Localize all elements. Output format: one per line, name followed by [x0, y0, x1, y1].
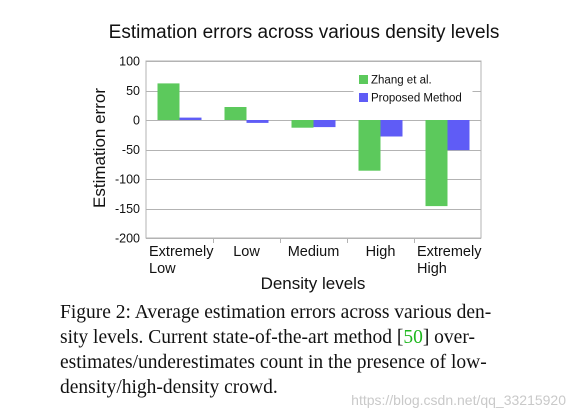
x-tick-label: Extremely: [149, 244, 214, 260]
chart-title: Estimation errors across various density…: [109, 22, 500, 43]
caption-text: ] over-: [422, 327, 475, 348]
x-tick-label: Extremely: [417, 244, 482, 260]
bar-zhang-3: [358, 120, 381, 171]
bar-proposed-2: [313, 120, 336, 128]
x-tick-label: Medium: [288, 244, 340, 260]
caption-text: sity levels. Current state-of-the-art me…: [60, 327, 404, 348]
legend-label: Zhang et al.: [371, 75, 432, 87]
legend-swatch: [359, 75, 368, 84]
x-tick-label: High: [417, 261, 447, 277]
bar-zhang-1: [224, 107, 247, 120]
caption-text: estimates/underestimates count in the pr…: [60, 352, 487, 373]
caption-line: Figure 2: Average estimation errors acro…: [60, 300, 536, 325]
watermark-url: https://blog.csdn.net/qq_33215920: [351, 392, 566, 408]
estimation-error-chart: Estimation errors across various density…: [90, 22, 500, 293]
y-tick-label: -200: [115, 232, 140, 246]
caption-line: density/high-density crowd.: [60, 375, 536, 400]
bar-proposed-1: [246, 120, 269, 123]
y-axis-label: Estimation error: [90, 88, 109, 208]
caption-text: density/high-density crowd.: [60, 377, 278, 398]
y-tick-label: 100: [119, 55, 140, 69]
x-axis-label: Density levels: [261, 274, 366, 293]
bar-zhang-2: [291, 120, 314, 128]
caption-line: estimates/underestimates count in the pr…: [60, 350, 536, 375]
bar-proposed-3: [380, 120, 403, 137]
figure-caption: Figure 2: Average estimation errors acro…: [60, 300, 536, 400]
bars-group: [157, 83, 470, 207]
caption-text: Figure 2: Average estimation errors acro…: [60, 302, 492, 323]
x-tick-label: Low: [149, 261, 176, 277]
y-tick-labels: 100 50 0 -50 -100 -150 -200: [115, 55, 140, 246]
bar-proposed-4: [447, 120, 470, 151]
y-tick-label: 50: [126, 84, 140, 98]
y-tick-label: -100: [115, 173, 140, 187]
x-tick-label: High: [366, 244, 396, 260]
legend-box: [353, 67, 473, 109]
legend: Zhang et al. Proposed Method: [353, 67, 473, 109]
y-tick-label: 0: [133, 114, 140, 128]
bar-zhang-4: [425, 120, 448, 207]
caption-line: sity levels. Current state-of-the-art me…: [60, 325, 536, 350]
citation-link[interactable]: 50: [403, 327, 423, 348]
bar-zhang-0: [157, 83, 180, 120]
legend-label: Proposed Method: [371, 93, 462, 105]
bar-proposed-0: [179, 117, 202, 120]
legend-swatch: [359, 93, 368, 102]
y-tick-label: -50: [122, 143, 140, 157]
x-tick-label: Low: [233, 244, 260, 260]
y-tick-label: -150: [115, 202, 140, 216]
